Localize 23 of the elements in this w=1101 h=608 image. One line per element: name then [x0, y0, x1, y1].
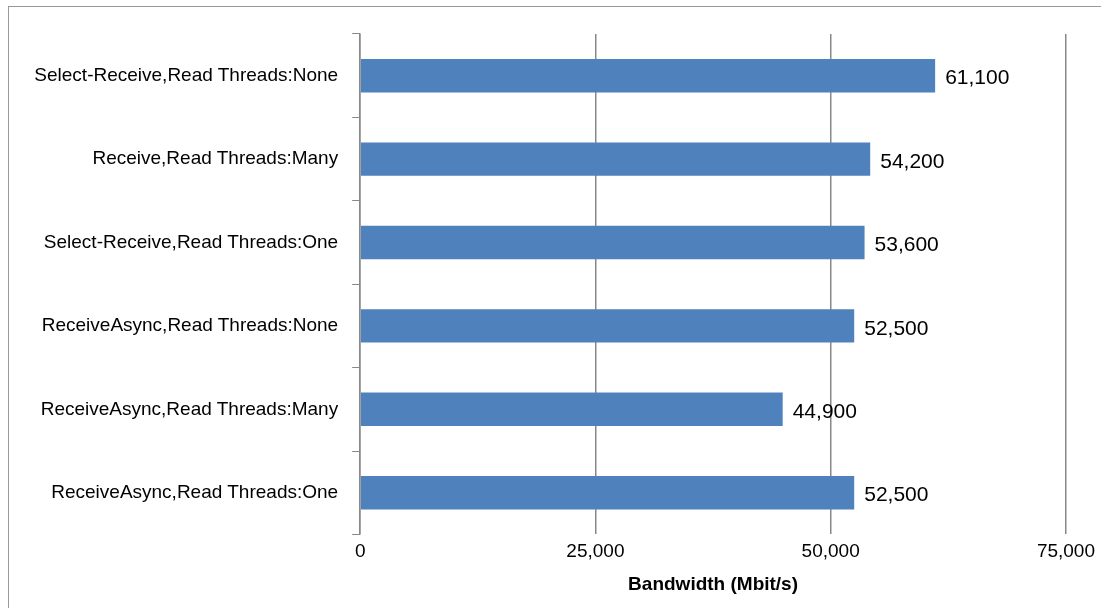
bar: [360, 59, 936, 93]
data-label: 61,100: [945, 65, 1010, 89]
x-tick-label: 0: [354, 540, 366, 562]
data-label: 52,500: [864, 482, 929, 506]
y-tick-label: Select-Receive,Read Threads:One: [43, 230, 339, 252]
data-label: 54,200: [880, 148, 945, 172]
y-tick-label: Select-Receive,Read Threads:None: [34, 63, 339, 85]
bar: [360, 225, 865, 260]
data-label: 44,900: [792, 399, 857, 423]
x-tick-label: 25,000: [566, 540, 625, 562]
bar: [360, 392, 783, 426]
y-tick-label: Receive,Read Threads:Many: [92, 147, 339, 169]
bar: [360, 476, 855, 510]
y-tick-label: ReceiveAsync,Read Threads:Many: [40, 397, 339, 419]
y-tick-label: ReceiveAsync,Read Threads:None: [41, 314, 339, 336]
x-tick-label: 50,000: [801, 540, 860, 562]
data-label: 52,500: [864, 315, 929, 339]
bar: [360, 142, 871, 176]
x-tick-label: 75,000: [1036, 540, 1096, 562]
data-label: 53,600: [874, 232, 939, 256]
x-axis-title: Bandwidth (Mbit/s): [628, 572, 799, 594]
y-tick-label: ReceiveAsync,Read Threads:One: [51, 480, 339, 502]
bar: [360, 309, 855, 343]
